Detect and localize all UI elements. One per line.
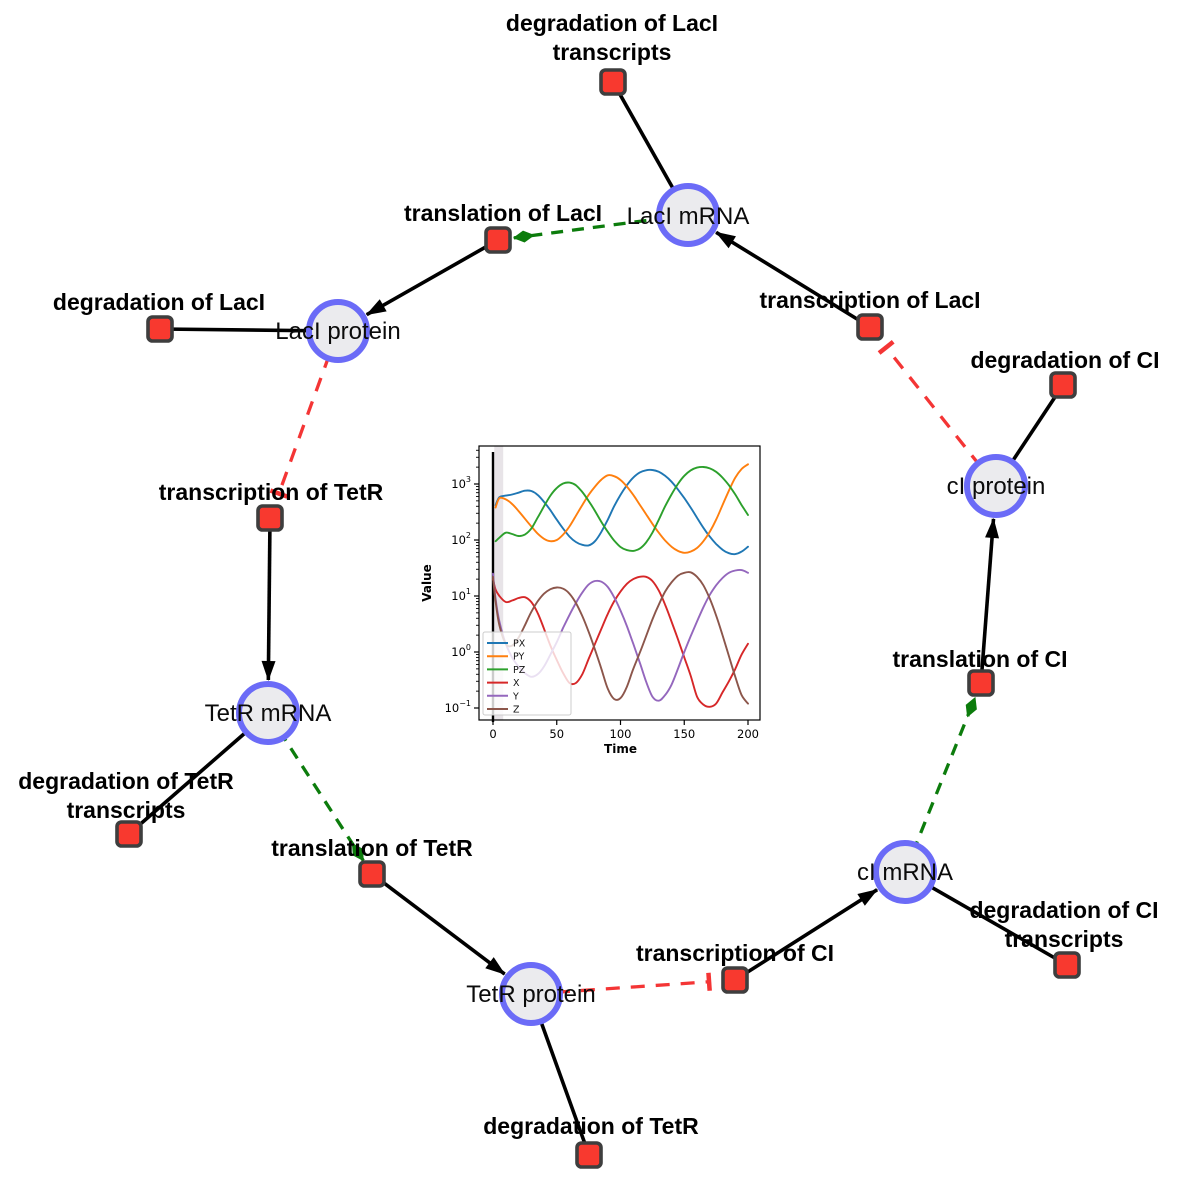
legend-label-PY: PY	[513, 652, 525, 663]
plot-legend: PX PY PZ XYZ	[482, 631, 572, 716]
series-PZ	[494, 466, 749, 552]
y-tick-10e2: 102	[451, 531, 471, 547]
initial-transient-band	[494, 446, 504, 720]
reaction-node-transcription-laci[interactable]	[856, 313, 884, 341]
x-axis-label: Time	[604, 742, 637, 756]
y-tick-10e1: 101	[451, 587, 471, 603]
reaction-node-deg-ci[interactable]	[1049, 371, 1077, 399]
x-tick-50: 50	[549, 727, 564, 741]
series-PY	[494, 463, 749, 554]
reaction-label-deg-tetr-transcripts: degradation of TetR transcripts	[18, 768, 234, 823]
species-node-ci-protein[interactable]	[964, 454, 1028, 518]
reaction-node-translation-laci[interactable]	[484, 226, 512, 254]
edge-production-transcription-ci-ci-mrna	[734, 888, 879, 982]
reaction-label-deg-laci-transcripts: degradation of LacI transcripts	[506, 10, 718, 65]
x-tick-150: 150	[673, 727, 695, 741]
labels-layer: degradation of LacI transcripts translatio…	[18, 10, 1159, 1139]
legend-label-X: X	[513, 678, 520, 689]
reaction-node-translation-tetr[interactable]	[358, 860, 386, 888]
reaction-label-deg-laci: degradation of LacI	[53, 289, 265, 315]
series-X	[492, 575, 749, 708]
species-label-tetr-mrna: TetR mRNA	[205, 700, 332, 727]
species-label-ci-protein: cI protein	[947, 473, 1046, 500]
edge-production-translation-tetr-tetr-protein	[370, 872, 506, 976]
species-label-tetr-protein: TetR protein	[466, 981, 595, 1008]
reaction-label-translation-laci: translation of LacI	[404, 200, 602, 226]
reaction-label-deg-ci: degradation of CI	[970, 347, 1159, 373]
reaction-node-translation-ci[interactable]	[967, 669, 995, 697]
legend-label-Z: Z	[513, 705, 520, 716]
series-Z	[492, 571, 749, 705]
reaction-node-transcription-ci[interactable]	[721, 966, 749, 994]
legend-label-Y: Y	[512, 691, 519, 702]
species-label-ci-mrna: cI mRNA	[857, 859, 953, 886]
edges-layer	[127, 81, 1068, 1156]
reaction-label-translation-ci: translation of CI	[892, 646, 1067, 672]
plot-axes-box	[478, 445, 761, 721]
legend-box	[482, 631, 572, 716]
x-tick-100: 100	[610, 727, 632, 741]
species-label-laci-mrna: LacI mRNA	[627, 203, 750, 230]
plot-curves	[492, 463, 749, 708]
species-label-laci-protein: LacI protein	[275, 318, 400, 345]
y-axis-label: Value	[420, 564, 434, 602]
y-tick-10e-1: 10−1	[445, 699, 471, 715]
reaction-node-deg-tetr-transcripts[interactable]	[115, 820, 143, 848]
x-tick-0: 0	[489, 727, 496, 741]
species-node-tetr-protein[interactable]	[499, 962, 563, 1026]
reaction-node-transcription-tetr[interactable]	[256, 504, 284, 532]
reaction-node-deg-laci[interactable]	[146, 315, 174, 343]
reaction-label-transcription-ci: transcription of CI	[636, 940, 834, 966]
edge-production-translation-ci-ci-protein	[979, 517, 1000, 684]
timeseries-plot: 0 50 100 150 20010−1100101102103TimeValuePXP…	[420, 445, 761, 756]
nodes-layer	[115, 68, 1081, 1169]
reaction-label-transcription-laci: transcription of LacI	[759, 287, 980, 313]
reaction-label-deg-ci-transcripts: degradation of CI transcripts	[969, 897, 1158, 952]
series-PX	[494, 468, 749, 556]
species-node-tetr-mrna[interactable]	[236, 681, 300, 745]
reaction-node-deg-tetr[interactable]	[575, 1141, 603, 1169]
reaction-label-translation-tetr: translation of TetR	[271, 835, 473, 861]
species-node-laci-mrna[interactable]	[656, 183, 720, 247]
legend-label-PZ: PZ	[513, 665, 526, 676]
reaction-label-transcription-tetr: transcription of TetR	[159, 479, 384, 505]
reaction-node-deg-ci-transcripts[interactable]	[1053, 951, 1081, 979]
reaction-label-deg-tetr: degradation of TetR	[483, 1113, 699, 1139]
x-tick-200: 200	[737, 727, 759, 741]
species-node-laci-protein[interactable]	[306, 299, 370, 363]
edge-production-translation-laci-laci-protein	[365, 238, 499, 317]
reaction-node-deg-laci-transcripts[interactable]	[599, 68, 627, 96]
legend-label-PX: PX	[513, 639, 526, 650]
edge-production-transcription-tetr-tetr-mrna	[261, 517, 276, 682]
y-tick-10e3: 103	[451, 475, 471, 491]
species-node-ci-mrna[interactable]	[873, 840, 937, 904]
y-tick-10e0: 100	[451, 643, 471, 659]
edge-production-transcription-laci-laci-mrna	[715, 230, 871, 329]
